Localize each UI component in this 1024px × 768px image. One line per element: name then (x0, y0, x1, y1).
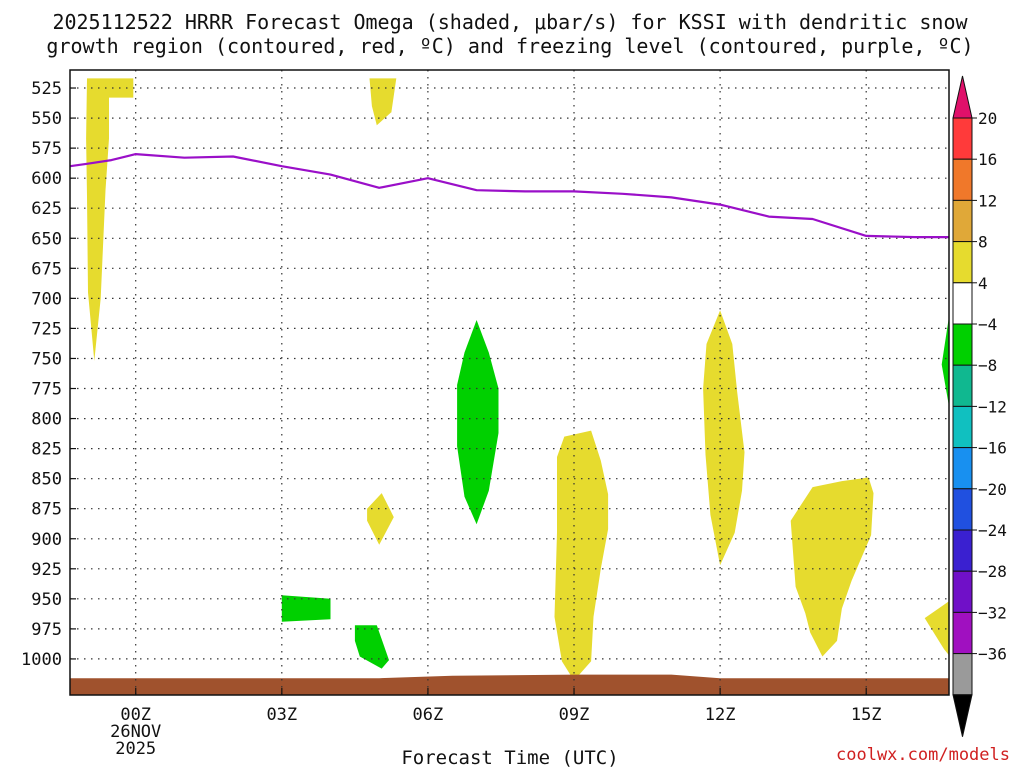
omega-negative-1 (457, 320, 499, 525)
y-tick-label: 875 (31, 500, 62, 520)
x-axis-label: Forecast Time (UTC) (401, 747, 618, 768)
colorbar-label: 16 (978, 150, 997, 169)
colorbar-swatch (952, 199, 973, 243)
colorbar-swatch (952, 117, 973, 160)
colorbar-label: −28 (978, 562, 1007, 581)
chart-title-line-1: 2025112522 HRRR Forecast Omega (shaded, … (52, 10, 968, 34)
y-tick-label: 575 (31, 139, 62, 159)
x-tick-label: 03Z (266, 705, 297, 725)
terrain-strip (70, 674, 949, 695)
colorbar-swatch (952, 653, 973, 696)
colorbar-swatch (952, 323, 973, 366)
omega-positive-1 (86, 78, 134, 361)
y-tick-label: 975 (31, 620, 62, 640)
colorbar-swatch (952, 570, 973, 613)
omega-negative-2 (281, 595, 331, 622)
omega-positive-5 (703, 310, 745, 566)
x-tick-sublabel: 2025 (115, 739, 156, 759)
y-tick-label: 675 (31, 259, 62, 279)
y-tick-label: 600 (31, 169, 62, 189)
x-tick-label: 00Z (120, 705, 151, 725)
omega-positive-4 (554, 430, 609, 681)
y-tick-label: 825 (31, 440, 62, 460)
y-tick-label: 525 (31, 79, 62, 99)
x-tick-label: 15Z (851, 705, 882, 725)
y-tick-label: 650 (31, 229, 62, 249)
y-tick-label: 775 (31, 380, 62, 400)
colorbar-label: −20 (978, 480, 1007, 499)
plot-frame (69, 69, 950, 696)
colorbar-swatch (952, 529, 973, 572)
x-tick-sublabel: 26NOV (110, 722, 161, 742)
colorbar-label: 4 (978, 274, 988, 293)
y-axis: 525 550 575 600 625 650 675 700 725 750 775 800 825 8… (21, 79, 76, 670)
colorbar-label: −12 (978, 397, 1007, 416)
colorbar-label: −24 (978, 521, 1007, 540)
colorbar-swatch (952, 488, 973, 531)
omega-shading (86, 78, 949, 681)
freezing-level-line (69, 153, 949, 239)
colorbar-swatch (952, 405, 973, 449)
colorbar-swatch (952, 241, 973, 284)
colorbar-bottom-arrow (952, 694, 973, 737)
colorbar-label: 8 (978, 233, 988, 252)
y-tick-label: 925 (31, 560, 62, 580)
x-tick-label: 12Z (705, 705, 736, 725)
chart-title-line-2: growth region (contoured, red, ºC) and f… (46, 34, 973, 58)
y-tick-label: 800 (31, 410, 62, 430)
colorbar-label: −32 (978, 603, 1007, 622)
credit-text: coolwx.com/models (836, 745, 1010, 765)
colorbar-label: −4 (978, 315, 997, 334)
y-tick-label: 550 (31, 109, 62, 129)
colorbar: 20 16 12 8 4 −4 −8 −12 −16 −20 −24 −28 −32 −36 (952, 75, 1007, 737)
colorbar-swatch (952, 158, 973, 201)
y-tick-label: 750 (31, 350, 62, 370)
colorbar-label: −36 (978, 645, 1007, 664)
omega-positive-2 (369, 78, 397, 126)
colorbar-label: 12 (978, 191, 997, 210)
omega-negative-4 (941, 316, 949, 407)
colorbar-swatch (952, 364, 973, 407)
terrain (70, 674, 949, 695)
omega-positive-7 (924, 601, 949, 656)
y-tick-label: 700 (31, 289, 62, 309)
y-tick-label: 900 (31, 530, 62, 550)
omega-negative-3 (354, 625, 389, 669)
colorbar-label: −8 (978, 356, 997, 375)
y-tick-label: 1000 (21, 650, 62, 670)
x-tick-label: 06Z (413, 705, 444, 725)
omega-positive-6 (790, 477, 874, 657)
freezing-level (69, 153, 949, 239)
y-tick-label: 850 (31, 470, 62, 490)
colorbar-swatch (952, 282, 973, 325)
y-tick-label: 625 (31, 199, 62, 219)
x-tick-label: 09Z (559, 705, 590, 725)
y-tick-label: 725 (31, 319, 62, 339)
colorbar-label: 20 (978, 109, 997, 128)
y-tick-label: 950 (31, 590, 62, 610)
colorbar-swatch (952, 447, 973, 490)
colorbar-swatch (952, 611, 973, 655)
plot-area (69, 69, 950, 696)
omega-positive-3 (367, 493, 394, 545)
colorbar-label: −16 (978, 439, 1007, 458)
colorbar-top-arrow (952, 75, 973, 119)
